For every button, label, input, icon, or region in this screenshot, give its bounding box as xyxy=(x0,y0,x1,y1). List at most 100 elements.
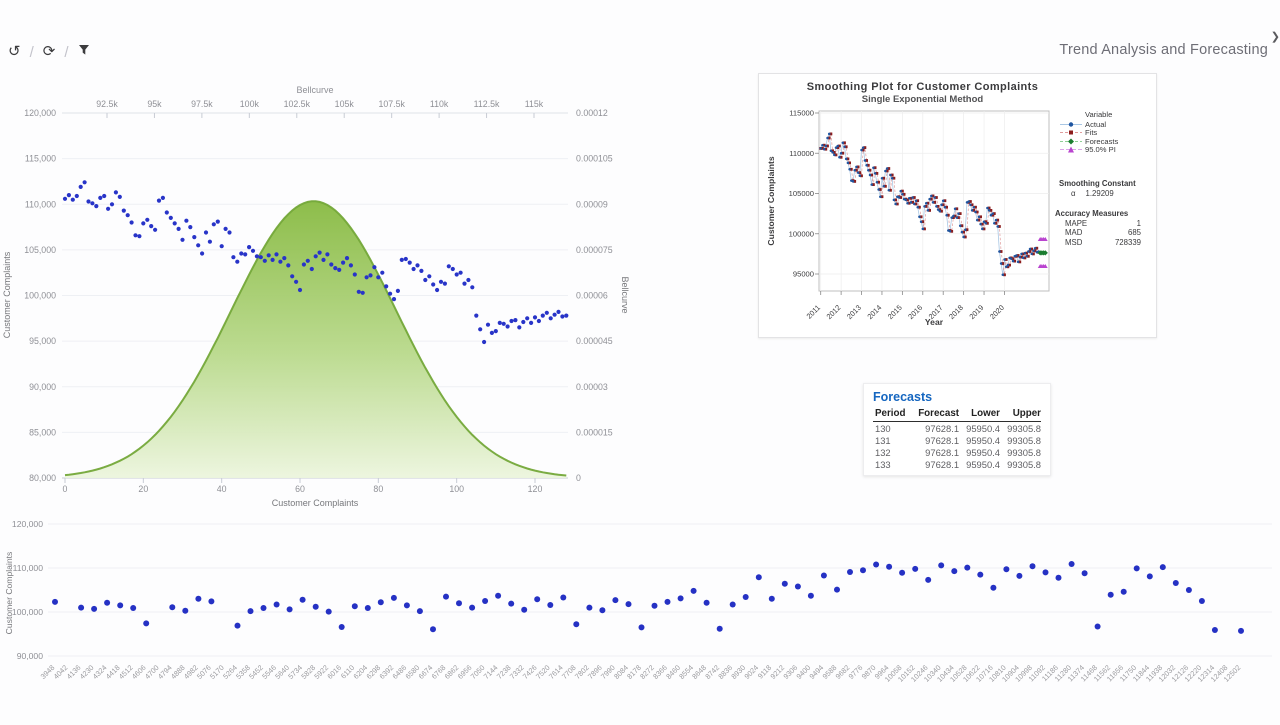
svg-text:2020: 2020 xyxy=(988,303,1006,321)
complaints-bellcurve-chart[interactable]: 120,000 115,000 110,000 105,000 100,000 95,00… xyxy=(0,80,650,520)
svg-text:0.00006: 0.00006 xyxy=(576,291,608,301)
svg-text:80,000: 80,000 xyxy=(29,473,56,483)
svg-text:95k: 95k xyxy=(147,99,162,109)
forecast-col-header: Upper xyxy=(1000,408,1041,422)
svg-text:0.000015: 0.000015 xyxy=(576,427,613,437)
forecasts-table: Period Forecast Lower Upper 130 97628.1 95950… xyxy=(873,408,1041,470)
forecast-row: 131 97628.1 95950.4 99305.8 xyxy=(875,435,1041,446)
smoothing-forecast-markers xyxy=(1037,236,1048,268)
panel-toggle-icon[interactable]: ❯ xyxy=(1270,31,1280,43)
page-title: Trend Analysis and Forecasting xyxy=(1059,42,1268,58)
forecast-row: 132 97628.1 95950.4 99305.8 xyxy=(875,447,1041,458)
svg-text:90,000: 90,000 xyxy=(17,651,44,661)
svg-text:2013: 2013 xyxy=(845,303,863,321)
svg-text:60: 60 xyxy=(295,484,305,494)
svg-text:92.5k: 92.5k xyxy=(96,99,118,109)
smoothing-plot-card[interactable]: Smoothing Plot for Customer Complaints S… xyxy=(758,73,1157,338)
alpha-value: 1.29209 xyxy=(1085,189,1114,198)
svg-text:95000: 95000 xyxy=(793,270,814,279)
svg-text:100: 100 xyxy=(449,484,464,494)
svg-text:107.5k: 107.5k xyxy=(378,99,405,109)
svg-text:97.5k: 97.5k xyxy=(191,99,213,109)
toolbar-separator: / xyxy=(64,43,69,61)
svg-text:110,000: 110,000 xyxy=(25,199,56,209)
svg-text:2016: 2016 xyxy=(906,303,924,321)
svg-text:2019: 2019 xyxy=(967,303,985,321)
svg-text:2015: 2015 xyxy=(886,303,904,321)
actual-marker-icon xyxy=(1060,122,1082,127)
pi-marker-icon xyxy=(1060,146,1082,153)
svg-text:Customer Complaints: Customer Complaints xyxy=(4,552,14,635)
strip-scatter-points xyxy=(52,561,1244,634)
forecasts-title: Forecasts xyxy=(873,390,933,404)
forecasts-card[interactable]: Forecasts Period Forecast Lower Upper 130 97… xyxy=(863,383,1051,476)
svg-text:95,000: 95,000 xyxy=(29,336,56,346)
svg-text:120: 120 xyxy=(528,484,543,494)
svg-text:0.00012: 0.00012 xyxy=(576,108,608,118)
svg-text:0.000105: 0.000105 xyxy=(576,154,613,164)
svg-text:102.5k: 102.5k xyxy=(284,99,311,109)
filter-icon[interactable] xyxy=(78,43,90,61)
svg-text:0: 0 xyxy=(63,484,68,494)
smoothing-plot-subtitle: Single Exponential Method xyxy=(861,94,984,105)
svg-text:Bellcurve: Bellcurve xyxy=(296,85,333,95)
smoothing-constant-block: Smoothing Constant α 1.29209 xyxy=(1059,179,1136,198)
legend-item-actual: Actual xyxy=(1059,120,1155,129)
svg-text:105000: 105000 xyxy=(789,189,814,198)
smoothing-legend: Variable Actual Fits Forecasts xyxy=(1059,110,1155,154)
strip-axes: 120,000 110,000 100,000 90,000 Customer Comp… xyxy=(4,519,1272,661)
svg-text:2018: 2018 xyxy=(947,303,965,321)
svg-text:100k: 100k xyxy=(240,99,260,109)
smoothing-plot-title: Smoothing Plot for Customer Complaints xyxy=(806,81,1039,93)
svg-text:85,000: 85,000 xyxy=(29,427,56,437)
fits-marker-icon xyxy=(1060,130,1082,135)
accuracy-measures-block: Accuracy Measures MAPE 1 MAD 685 MSD 728339 xyxy=(1055,209,1141,247)
complaints-scatter-points xyxy=(62,180,569,345)
svg-text:115,000: 115,000 xyxy=(25,154,56,164)
forecast-col-header: Period xyxy=(873,408,911,422)
svg-text:100,000: 100,000 xyxy=(12,607,43,617)
svg-text:115k: 115k xyxy=(525,99,544,109)
forecast-row: 130 97628.1 95950.4 99305.8 xyxy=(875,423,1041,434)
svg-text:110k: 110k xyxy=(430,99,449,109)
svg-text:Year: Year xyxy=(925,317,944,327)
smoothing-series xyxy=(819,132,1040,277)
svg-text:0.000075: 0.000075 xyxy=(576,245,613,255)
undo-rotate-icon[interactable]: ↺ xyxy=(8,43,21,60)
svg-text:2012: 2012 xyxy=(825,303,843,321)
svg-text:20: 20 xyxy=(138,484,148,494)
svg-text:110000: 110000 xyxy=(789,149,814,158)
alpha-symbol: α xyxy=(1071,189,1076,198)
svg-text:100000: 100000 xyxy=(789,229,814,238)
svg-text:0.000045: 0.000045 xyxy=(576,336,613,346)
strip-x-labels: 3948404241364230432444184512460647004794… xyxy=(39,663,1243,684)
legend-header: Variable xyxy=(1085,110,1113,119)
svg-text:0.00003: 0.00003 xyxy=(576,382,608,392)
toolbar: ↺ / ⟳ / xyxy=(8,42,90,62)
svg-text:80: 80 xyxy=(373,484,383,494)
svg-text:115000: 115000 xyxy=(789,109,814,118)
svg-text:0.00009: 0.00009 xyxy=(576,199,608,209)
forecast-col-header: Lower xyxy=(959,408,1000,422)
svg-text:120,000: 120,000 xyxy=(24,108,56,118)
complaints-strip-chart[interactable]: 120,000 110,000 100,000 90,000 Customer Comp… xyxy=(0,505,1280,720)
svg-text:90,000: 90,000 xyxy=(29,382,56,392)
svg-text:110,000: 110,000 xyxy=(13,563,44,573)
bellcurve-area xyxy=(64,200,567,479)
legend-item-forecasts: Forecasts xyxy=(1059,137,1155,146)
forecast-row: 133 97628.1 95950.4 99305.8 xyxy=(875,459,1041,470)
legend-item-pi: 95.0% PI xyxy=(1059,145,1155,154)
refresh-icon[interactable]: ⟳ xyxy=(42,43,56,60)
svg-text:2014: 2014 xyxy=(865,303,883,321)
svg-text:105k: 105k xyxy=(335,99,355,109)
svg-text:Customer Complaints: Customer Complaints xyxy=(272,498,359,508)
toolbar-separator: / xyxy=(29,43,34,61)
svg-text:Customer Complaints: Customer Complaints xyxy=(766,156,776,246)
svg-text:112.5k: 112.5k xyxy=(474,99,500,109)
legend-item-fits: Fits xyxy=(1059,128,1155,137)
svg-text:100,000: 100,000 xyxy=(24,291,56,301)
svg-text:120,000: 120,000 xyxy=(12,519,43,529)
